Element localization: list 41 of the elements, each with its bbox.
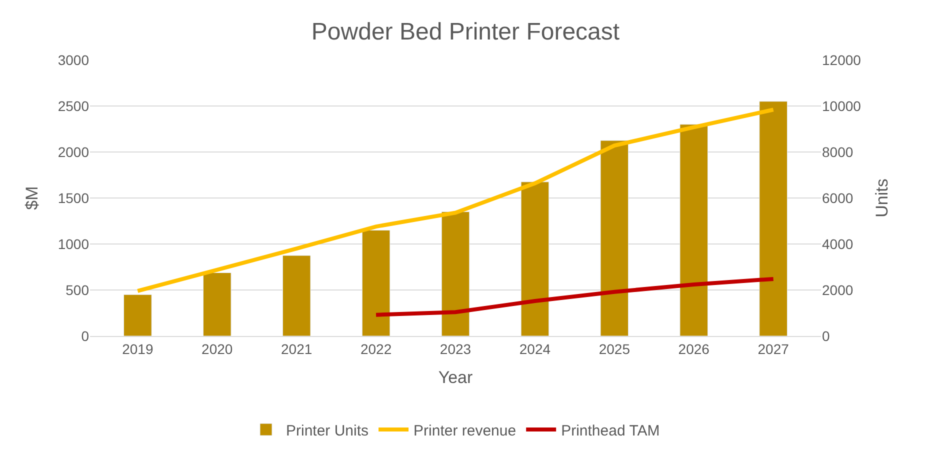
x-tick-label: 2019	[122, 340, 154, 357]
y-tick-label: 0	[81, 328, 90, 344]
y2-axis-title: Units	[872, 178, 892, 218]
bar	[520, 182, 550, 336]
legend-label: Printer Units	[286, 422, 369, 440]
line-series	[136, 108, 776, 293]
bar	[759, 101, 788, 336]
y2-tick-label: 2000	[822, 282, 854, 298]
line-series	[374, 276, 776, 317]
legend-label: Printhead TAM	[561, 422, 660, 440]
y-tick-label: 1500	[58, 190, 90, 206]
y2-tick-label: 8000	[822, 144, 854, 160]
chart-title: Powder Bed Printer Forecast	[311, 18, 620, 46]
y2-tick-label: 4000	[822, 236, 854, 252]
legend-label: Printer revenue	[414, 422, 516, 440]
y2-tick-label: 10000	[822, 98, 862, 114]
x-axis-title: Year	[438, 368, 474, 388]
bar	[282, 255, 311, 336]
x-tick-label: 2026	[678, 340, 710, 357]
x-tick-label: 2027	[758, 340, 790, 357]
y-tick-label: 1000	[58, 236, 90, 252]
x-tick-label: 2021	[281, 340, 312, 357]
y-tick-label: 3000	[58, 52, 90, 68]
bar	[441, 212, 470, 336]
y2-tick-label: 6000	[822, 190, 854, 206]
y2-tick-label: 0	[822, 328, 830, 344]
y-axis-title: $M	[22, 186, 42, 210]
bar	[362, 230, 390, 336]
y2-tick-label: 12000	[822, 52, 862, 68]
x-tick-label: 2023	[440, 340, 472, 357]
bar	[680, 124, 708, 336]
x-tick-label: 2020	[202, 340, 233, 357]
y-tick-label: 500	[66, 282, 90, 298]
bar	[202, 272, 232, 336]
bar	[124, 294, 152, 336]
y-tick-label: 2000	[58, 144, 90, 160]
x-tick-label: 2025	[598, 340, 630, 357]
bar	[600, 140, 629, 336]
x-tick-label: 2022	[360, 340, 392, 357]
y-tick-label: 2500	[58, 98, 90, 114]
x-tick-label: 2024	[519, 340, 551, 357]
